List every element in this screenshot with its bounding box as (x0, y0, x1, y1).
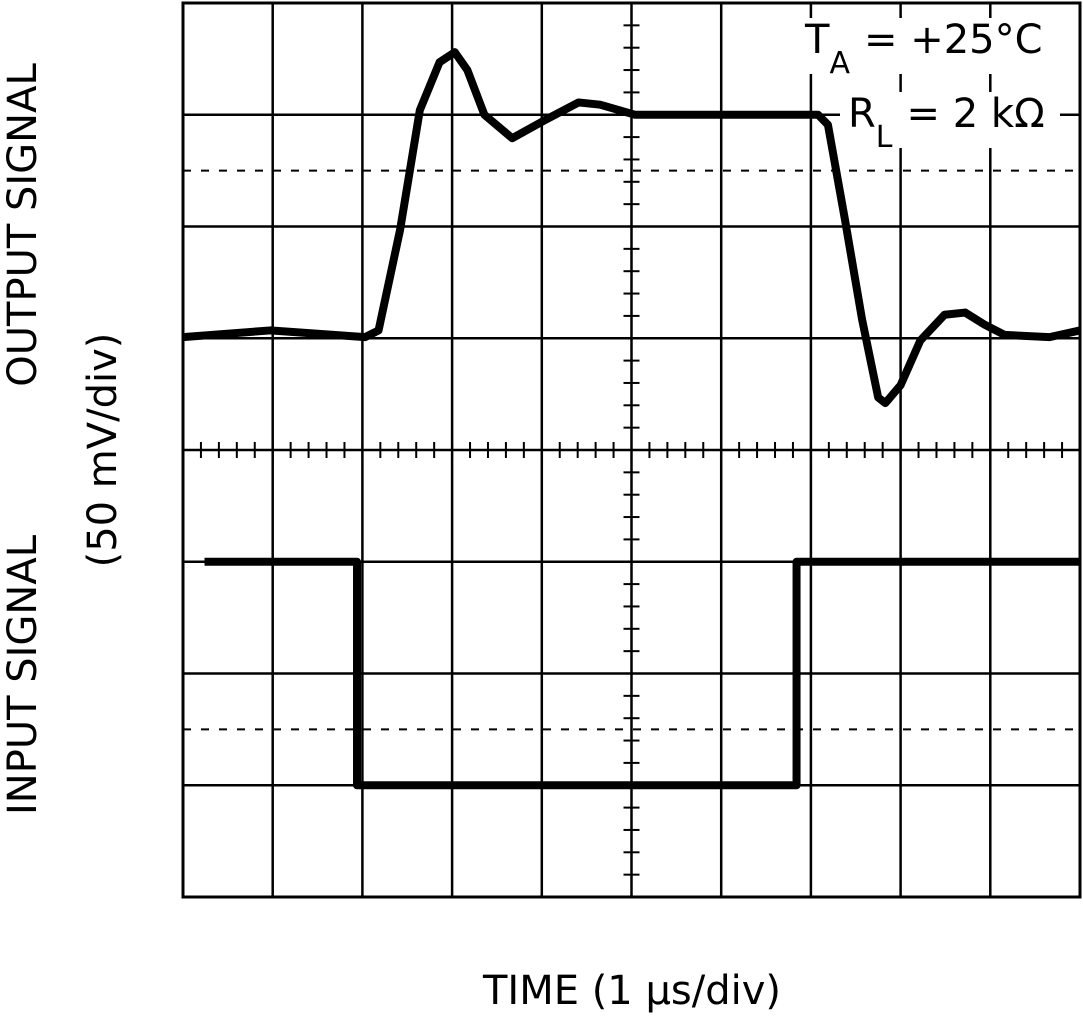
annotation-subscript: L (876, 120, 893, 155)
plot-area: TA = +25°C RL = 2 kΩ (181, 1, 1082, 899)
plot-border (181, 1, 1082, 899)
signal-line (182, 48, 1081, 408)
annotation-bg (840, 92, 1060, 148)
signal-line (204, 557, 1080, 790)
annotation: TA = +25°C (804, 17, 1043, 81)
y-label-output: OUTPUT SIGNAL (0, 63, 46, 387)
annotation-bg (797, 18, 1057, 74)
annotation-text: = +25°C (864, 17, 1043, 63)
annotation-text: = 2 kΩ (907, 91, 1045, 137)
x-label: TIME (1 µs/div) (482, 968, 781, 1014)
annotation-symbol: R (848, 91, 876, 137)
annotation-symbol: T (804, 17, 830, 63)
y-label-input: INPUT SIGNAL (0, 534, 46, 815)
annotation-subscript: A (829, 46, 850, 81)
y-label-scale: (50 mV/div) (80, 333, 126, 568)
annotation: RL = 2 kΩ (848, 91, 1045, 155)
